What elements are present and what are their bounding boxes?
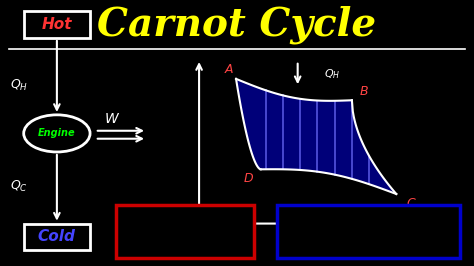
Text: $Q_H$: $Q_H$ <box>324 67 340 81</box>
Text: $e = 1-$: $e = 1-$ <box>114 225 159 238</box>
Text: W: W <box>104 112 118 126</box>
Text: Hot: Hot <box>42 17 72 32</box>
Text: C: C <box>406 197 415 210</box>
Circle shape <box>24 115 90 152</box>
FancyBboxPatch shape <box>116 205 254 258</box>
Text: $T_H$: $T_H$ <box>190 232 204 246</box>
Text: $=$: $=$ <box>361 224 376 239</box>
Text: $T_C$: $T_C$ <box>190 218 204 231</box>
FancyBboxPatch shape <box>24 11 90 38</box>
Polygon shape <box>236 79 396 194</box>
Text: $|Q_H|$: $|Q_H|$ <box>402 217 425 231</box>
Text: Carnot Cycle: Carnot Cycle <box>98 5 376 44</box>
FancyBboxPatch shape <box>24 223 90 250</box>
Text: Engine: Engine <box>38 128 76 138</box>
Text: $Q_H$: $Q_H$ <box>10 78 28 93</box>
Text: D: D <box>244 172 254 185</box>
Text: $T_C$: $T_C$ <box>317 232 330 246</box>
Text: B: B <box>359 85 368 98</box>
Text: Cold: Cold <box>38 229 76 244</box>
Text: $Q_C$: $Q_C$ <box>10 179 28 194</box>
Text: $Q_C$: $Q_C$ <box>322 215 338 229</box>
Text: A: A <box>225 63 233 76</box>
Text: $T_H$: $T_H$ <box>316 218 331 231</box>
Text: $|Q_C|$: $|Q_C|$ <box>402 232 425 247</box>
FancyBboxPatch shape <box>277 205 460 258</box>
